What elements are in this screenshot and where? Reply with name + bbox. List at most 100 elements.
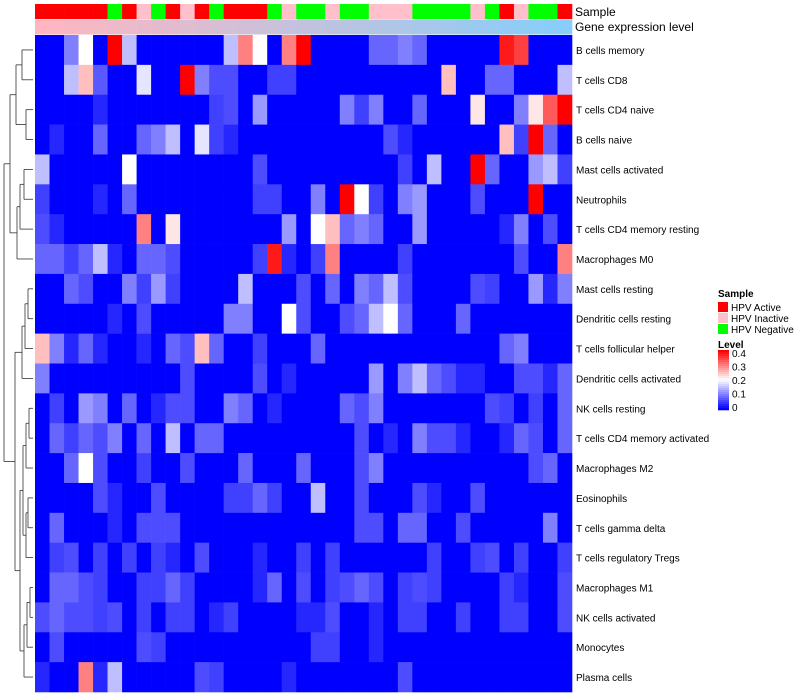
heatmap-cell [281, 453, 297, 484]
heatmap-cell [93, 632, 108, 663]
heatmap-cell [339, 572, 355, 603]
heatmap-cell [499, 542, 515, 573]
heatmap-cell [397, 602, 413, 633]
heatmap-cell [281, 542, 297, 573]
heatmap-cell [281, 124, 297, 155]
gene-expression-annotation-cell [180, 19, 195, 35]
heatmap-cell [470, 214, 486, 245]
heatmap-cell [93, 303, 108, 334]
heatmap-cell [252, 482, 268, 514]
heatmap-cell [165, 453, 181, 484]
heatmap-cell [107, 303, 123, 334]
heatmap-cell [484, 154, 500, 185]
heatmap-cell [93, 64, 108, 96]
heatmap-cell [499, 154, 515, 185]
heatmap-cell [238, 542, 254, 573]
heatmap-cell [557, 273, 573, 305]
legend-level-gradient-step [718, 404, 729, 407]
heatmap-cell [122, 124, 137, 155]
heatmap-cell [78, 453, 94, 484]
heatmap-cell [107, 244, 123, 275]
heatmap-cell [78, 35, 94, 66]
heatmap-cell [281, 423, 297, 454]
legend-level-gradient-step [718, 372, 729, 375]
heatmap-cell [151, 423, 166, 454]
heatmap-cell [107, 632, 123, 663]
heatmap-cell [441, 423, 457, 454]
heatmap-cell [223, 273, 239, 305]
heatmap-cell [513, 572, 529, 603]
heatmap-cell [383, 333, 399, 364]
heatmap-cell [64, 303, 79, 334]
row-label: T cells CD4 memory resting [576, 225, 699, 236]
heatmap-cell [426, 453, 442, 484]
sample-annotation-cell [513, 4, 529, 19]
heatmap-cell [194, 244, 210, 275]
heatmap-cell [513, 184, 529, 215]
heatmap-cell [267, 572, 283, 603]
heatmap-cell [252, 453, 268, 484]
heatmap-cell [180, 423, 195, 454]
gene-expression-annotation-cell [455, 19, 471, 35]
gene-expression-annotation-cell [513, 19, 529, 35]
heatmap-cell [122, 244, 137, 275]
heatmap-cell [499, 393, 515, 424]
heatmap-cell [122, 632, 137, 663]
heatmap-cell [455, 214, 471, 245]
heatmap-cell [513, 303, 529, 334]
heatmap-cell [354, 64, 370, 96]
heatmap-cell [49, 632, 65, 663]
heatmap-cell [325, 273, 341, 305]
heatmap-cell [528, 214, 544, 245]
heatmap-cell [528, 94, 544, 125]
heatmap-cell [107, 602, 123, 633]
heatmap-cell [78, 214, 94, 245]
heatmap-cell [93, 602, 108, 633]
heatmap-cell [484, 423, 500, 454]
gene-expression-annotation-cell [107, 19, 123, 35]
heatmap-cell [542, 572, 558, 603]
legend-level-gradient-step [718, 396, 729, 399]
legend-sample-swatch [718, 302, 728, 312]
heatmap-cell [339, 184, 355, 215]
heatmap-cell [528, 184, 544, 215]
legend-level-gradient-step [718, 362, 729, 365]
sample-annotation-cell [252, 4, 268, 19]
heatmap-cell [310, 154, 326, 185]
sample-annotation-cell [180, 4, 195, 19]
heatmap-cell [470, 512, 486, 543]
heatmap-cell [281, 333, 297, 364]
legend-level-gradient-step [718, 378, 729, 381]
heatmap-cell [122, 393, 137, 424]
heatmap-cell [180, 64, 195, 96]
heatmap-cell [310, 393, 326, 424]
heatmap-cell [180, 602, 195, 633]
heatmap-cell [267, 214, 283, 245]
sample-annotation-cell [499, 4, 515, 19]
heatmap-cell [383, 602, 399, 633]
heatmap-cell [209, 214, 224, 245]
heatmap-cell [499, 333, 515, 364]
heatmap-cell [35, 363, 50, 394]
heatmap-cell [484, 303, 500, 334]
heatmap-cell [412, 303, 428, 334]
heatmap-cell [165, 512, 181, 543]
gene-expression-annotation-cell [484, 19, 500, 35]
heatmap-cell [325, 572, 341, 603]
heatmap-cell [49, 303, 65, 334]
heatmap-cell [339, 154, 355, 185]
heatmap-cell [325, 602, 341, 633]
gene-expression-annotation-cell [441, 19, 457, 35]
heatmap-cell [397, 542, 413, 573]
heatmap-cell [180, 512, 195, 543]
heatmap-cell [397, 184, 413, 215]
heatmap-cell [35, 333, 50, 364]
heatmap-cell [165, 303, 181, 334]
heatmap-cell [93, 94, 108, 125]
heatmap-cell [383, 393, 399, 424]
heatmap-cell [441, 214, 457, 245]
legend-level-gradient-step [718, 406, 729, 409]
heatmap-cell [35, 512, 50, 543]
heatmap-cell [528, 273, 544, 305]
heatmap-cell [426, 35, 442, 66]
